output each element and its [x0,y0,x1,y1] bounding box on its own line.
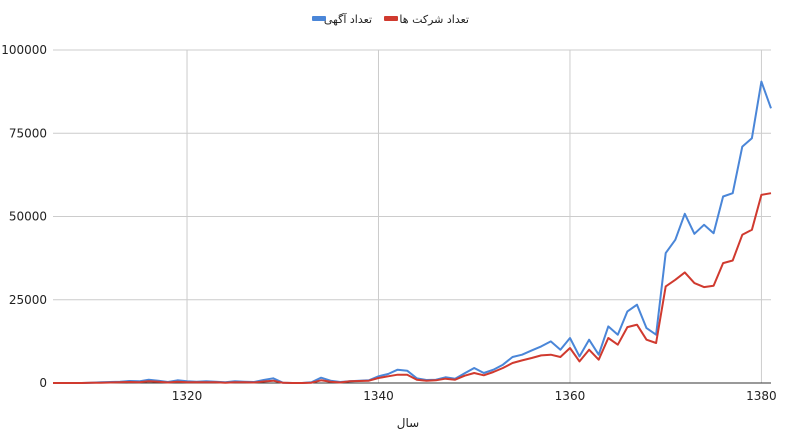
legend-label: تعداد آگهی [324,12,372,26]
legend-swatch [312,16,326,21]
series-lines [53,80,772,384]
x-axis-title: سال [397,416,419,430]
grid [53,49,771,383]
legend: تعداد آگهی تعداد شرکت ها [312,12,469,26]
x-tick-label: 1360 [555,389,586,403]
x-tick-label: 1320 [172,389,203,403]
x-tick-label: 1380 [746,389,777,403]
legend-label: تعداد شرکت ها [399,13,469,26]
x-tick-label: 1340 [363,389,394,403]
y-tick-label: 75000 [9,126,47,140]
axes: 0 25000 50000 75000 100000 1320 1340 1360 1380 [1,43,777,403]
series-line [53,192,772,384]
y-tick-label: 100000 [1,43,47,57]
y-tick-label: 50000 [9,210,47,224]
series-line [53,80,772,384]
y-tick-label: 0 [39,376,47,390]
legend-swatch [384,16,398,21]
y-tick-label: 25000 [9,293,47,307]
